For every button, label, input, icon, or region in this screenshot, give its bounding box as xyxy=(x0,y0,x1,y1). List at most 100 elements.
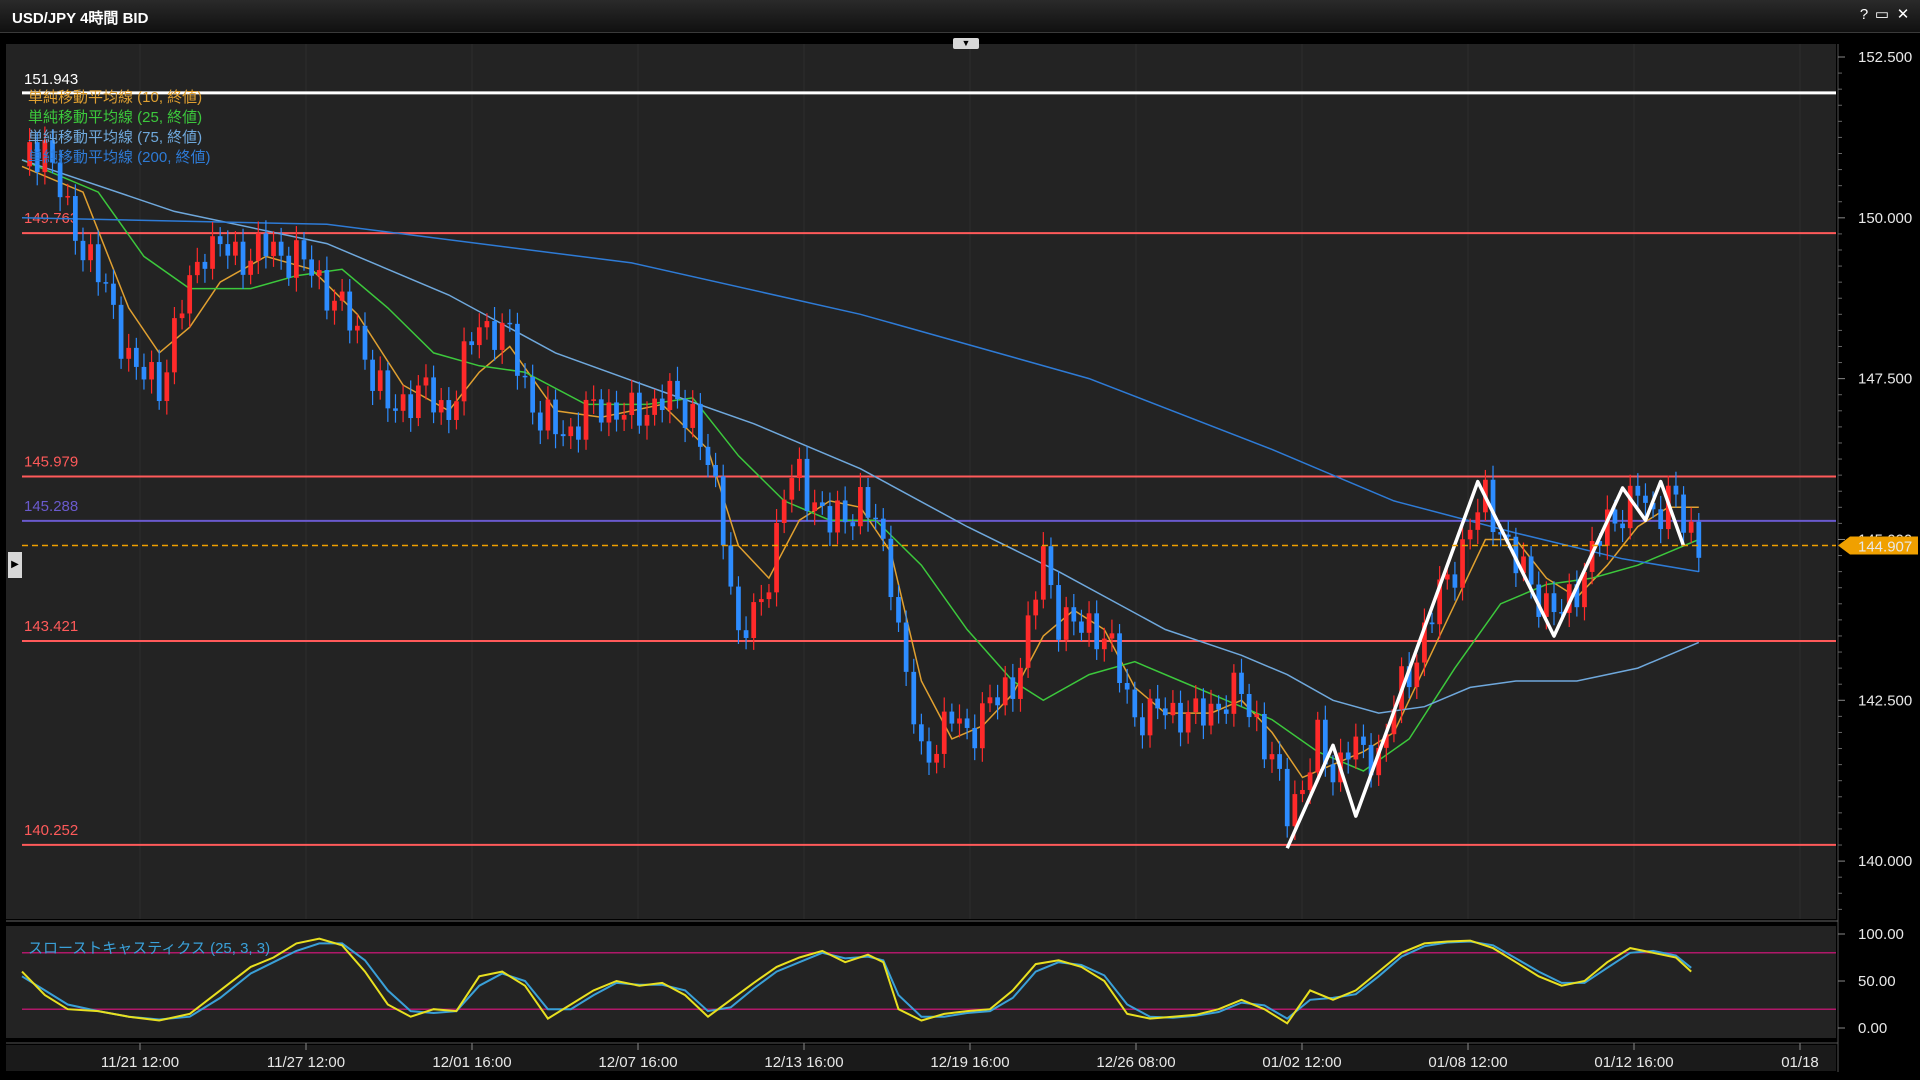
candle-body xyxy=(1056,585,1061,640)
candle-body xyxy=(1162,708,1168,716)
candle-body xyxy=(431,377,436,413)
candle-body xyxy=(1239,672,1244,694)
title-bar[interactable]: USD/JPY 4時間 BID ? ▭ ✕ xyxy=(0,0,1920,33)
price-panel-bg xyxy=(6,44,1836,919)
candle-body xyxy=(423,377,429,386)
candle-body xyxy=(1658,509,1664,530)
candle-body xyxy=(1673,485,1679,495)
candle-body xyxy=(1109,633,1115,639)
horizontal-level-label: 140.252 xyxy=(24,822,78,839)
candle-body xyxy=(1521,556,1526,574)
candle-body xyxy=(1361,736,1366,745)
candle-body xyxy=(568,426,574,437)
candle-body xyxy=(454,401,459,420)
candle-body xyxy=(240,241,246,275)
candle-body xyxy=(1223,709,1229,714)
candle-body xyxy=(1124,683,1130,690)
candle-body xyxy=(911,671,917,725)
candle-body xyxy=(1559,612,1564,614)
candle-body xyxy=(202,261,208,269)
candle-body xyxy=(591,399,597,401)
maximize-button[interactable]: ▭ xyxy=(1874,6,1890,23)
candle-body xyxy=(286,255,292,278)
candle-body xyxy=(560,434,566,437)
stochastic-k-line xyxy=(21,937,1692,1025)
candle-body xyxy=(827,506,833,533)
candle-body xyxy=(537,412,543,431)
candle-body xyxy=(743,630,749,638)
candle-body xyxy=(1170,702,1176,716)
candle-body xyxy=(850,522,856,527)
time-tick-label: 01/12 16:00 xyxy=(1594,1054,1673,1071)
time-tick-label: 12/07 16:00 xyxy=(598,1054,677,1071)
candle-body xyxy=(255,233,261,261)
legend-entry: 単純移動平均線 (200, 終値) xyxy=(28,149,211,166)
candle-body xyxy=(804,458,810,512)
oscillator-tick-label: 100.00 xyxy=(1858,926,1904,943)
candle-body xyxy=(766,592,772,600)
price-tick-label: 142.500 xyxy=(1858,692,1912,709)
candle-body xyxy=(1414,662,1420,688)
candle-body xyxy=(896,597,901,623)
candle-body xyxy=(263,233,269,257)
candle-body xyxy=(476,327,482,346)
candle-body xyxy=(1437,579,1443,625)
candle-body xyxy=(118,304,124,359)
time-axis[interactable]: 11/21 12:00 11/27 12:00 12/01 16:00 12/07 1… xyxy=(101,1043,1819,1071)
current-price-tag xyxy=(1838,536,1918,555)
help-button[interactable]: ? xyxy=(1859,6,1869,23)
pattern-drawing[interactable] xyxy=(1285,479,1686,849)
candle-body xyxy=(1452,574,1458,588)
oscillator-tick-label: 50.00 xyxy=(1858,973,1896,990)
candle-body xyxy=(1681,494,1686,533)
price-axis[interactable]: 152.500150.000147.500145.000142.500140.0… xyxy=(1838,49,1912,910)
candle-body xyxy=(1261,713,1267,760)
candle-body xyxy=(1368,744,1374,776)
candle-body xyxy=(1185,712,1191,733)
candle-body xyxy=(774,523,779,593)
candle-body xyxy=(88,244,93,261)
price-tick-label: 152.500 xyxy=(1858,49,1912,66)
time-tick-label: 11/27 12:00 xyxy=(267,1054,345,1071)
legend-entry: 単純移動平均線 (25, 終値) xyxy=(28,109,202,126)
candle-body xyxy=(1551,593,1557,613)
candle-body xyxy=(789,478,795,500)
candle-body xyxy=(903,622,909,672)
candle-body xyxy=(1201,698,1206,726)
candle-body xyxy=(271,241,276,257)
time-tick-label: 01/08 12:00 xyxy=(1428,1054,1507,1071)
stochastic-oscillator: スローストキャスティクス (25, 3, 3) 100.00 50.00 0.00 xyxy=(21,926,1904,1037)
candle-body xyxy=(659,398,665,411)
candle-body xyxy=(225,244,231,256)
candle-body xyxy=(1330,764,1336,783)
candle-body xyxy=(652,398,657,415)
candle-body xyxy=(149,362,154,380)
candle-body xyxy=(957,718,962,724)
candle-body xyxy=(408,394,414,419)
candle-body xyxy=(1117,633,1122,684)
candle-body xyxy=(697,403,703,447)
candle-body xyxy=(919,724,924,742)
candle-body xyxy=(606,402,612,423)
candle-body xyxy=(1345,752,1351,760)
candle-body xyxy=(1086,613,1092,633)
horizontal-levels[interactable]: 149.763145.979145.288143.421140.252151.9… xyxy=(22,71,1836,846)
side-panel-toggle-icon[interactable]: ▶ xyxy=(8,552,22,578)
candle-body xyxy=(248,260,254,275)
zigzag-pattern-line[interactable] xyxy=(1285,479,1686,849)
candle-body xyxy=(370,359,375,391)
candle-body xyxy=(1460,539,1465,588)
candle-body xyxy=(1597,541,1603,546)
candle-body xyxy=(1574,584,1580,608)
candle-body xyxy=(1688,521,1694,533)
close-button[interactable]: ✕ xyxy=(1896,6,1910,23)
candle-body xyxy=(545,399,551,431)
candle-body xyxy=(1040,546,1046,600)
collapse-toggle-icon[interactable]: ▼ xyxy=(953,38,979,49)
candle-body xyxy=(1635,485,1641,496)
candle-body xyxy=(873,517,879,520)
candle-body xyxy=(362,325,368,360)
legend-entry: 単純移動平均線 (75, 終値) xyxy=(28,129,202,146)
candle-body xyxy=(1322,719,1328,765)
